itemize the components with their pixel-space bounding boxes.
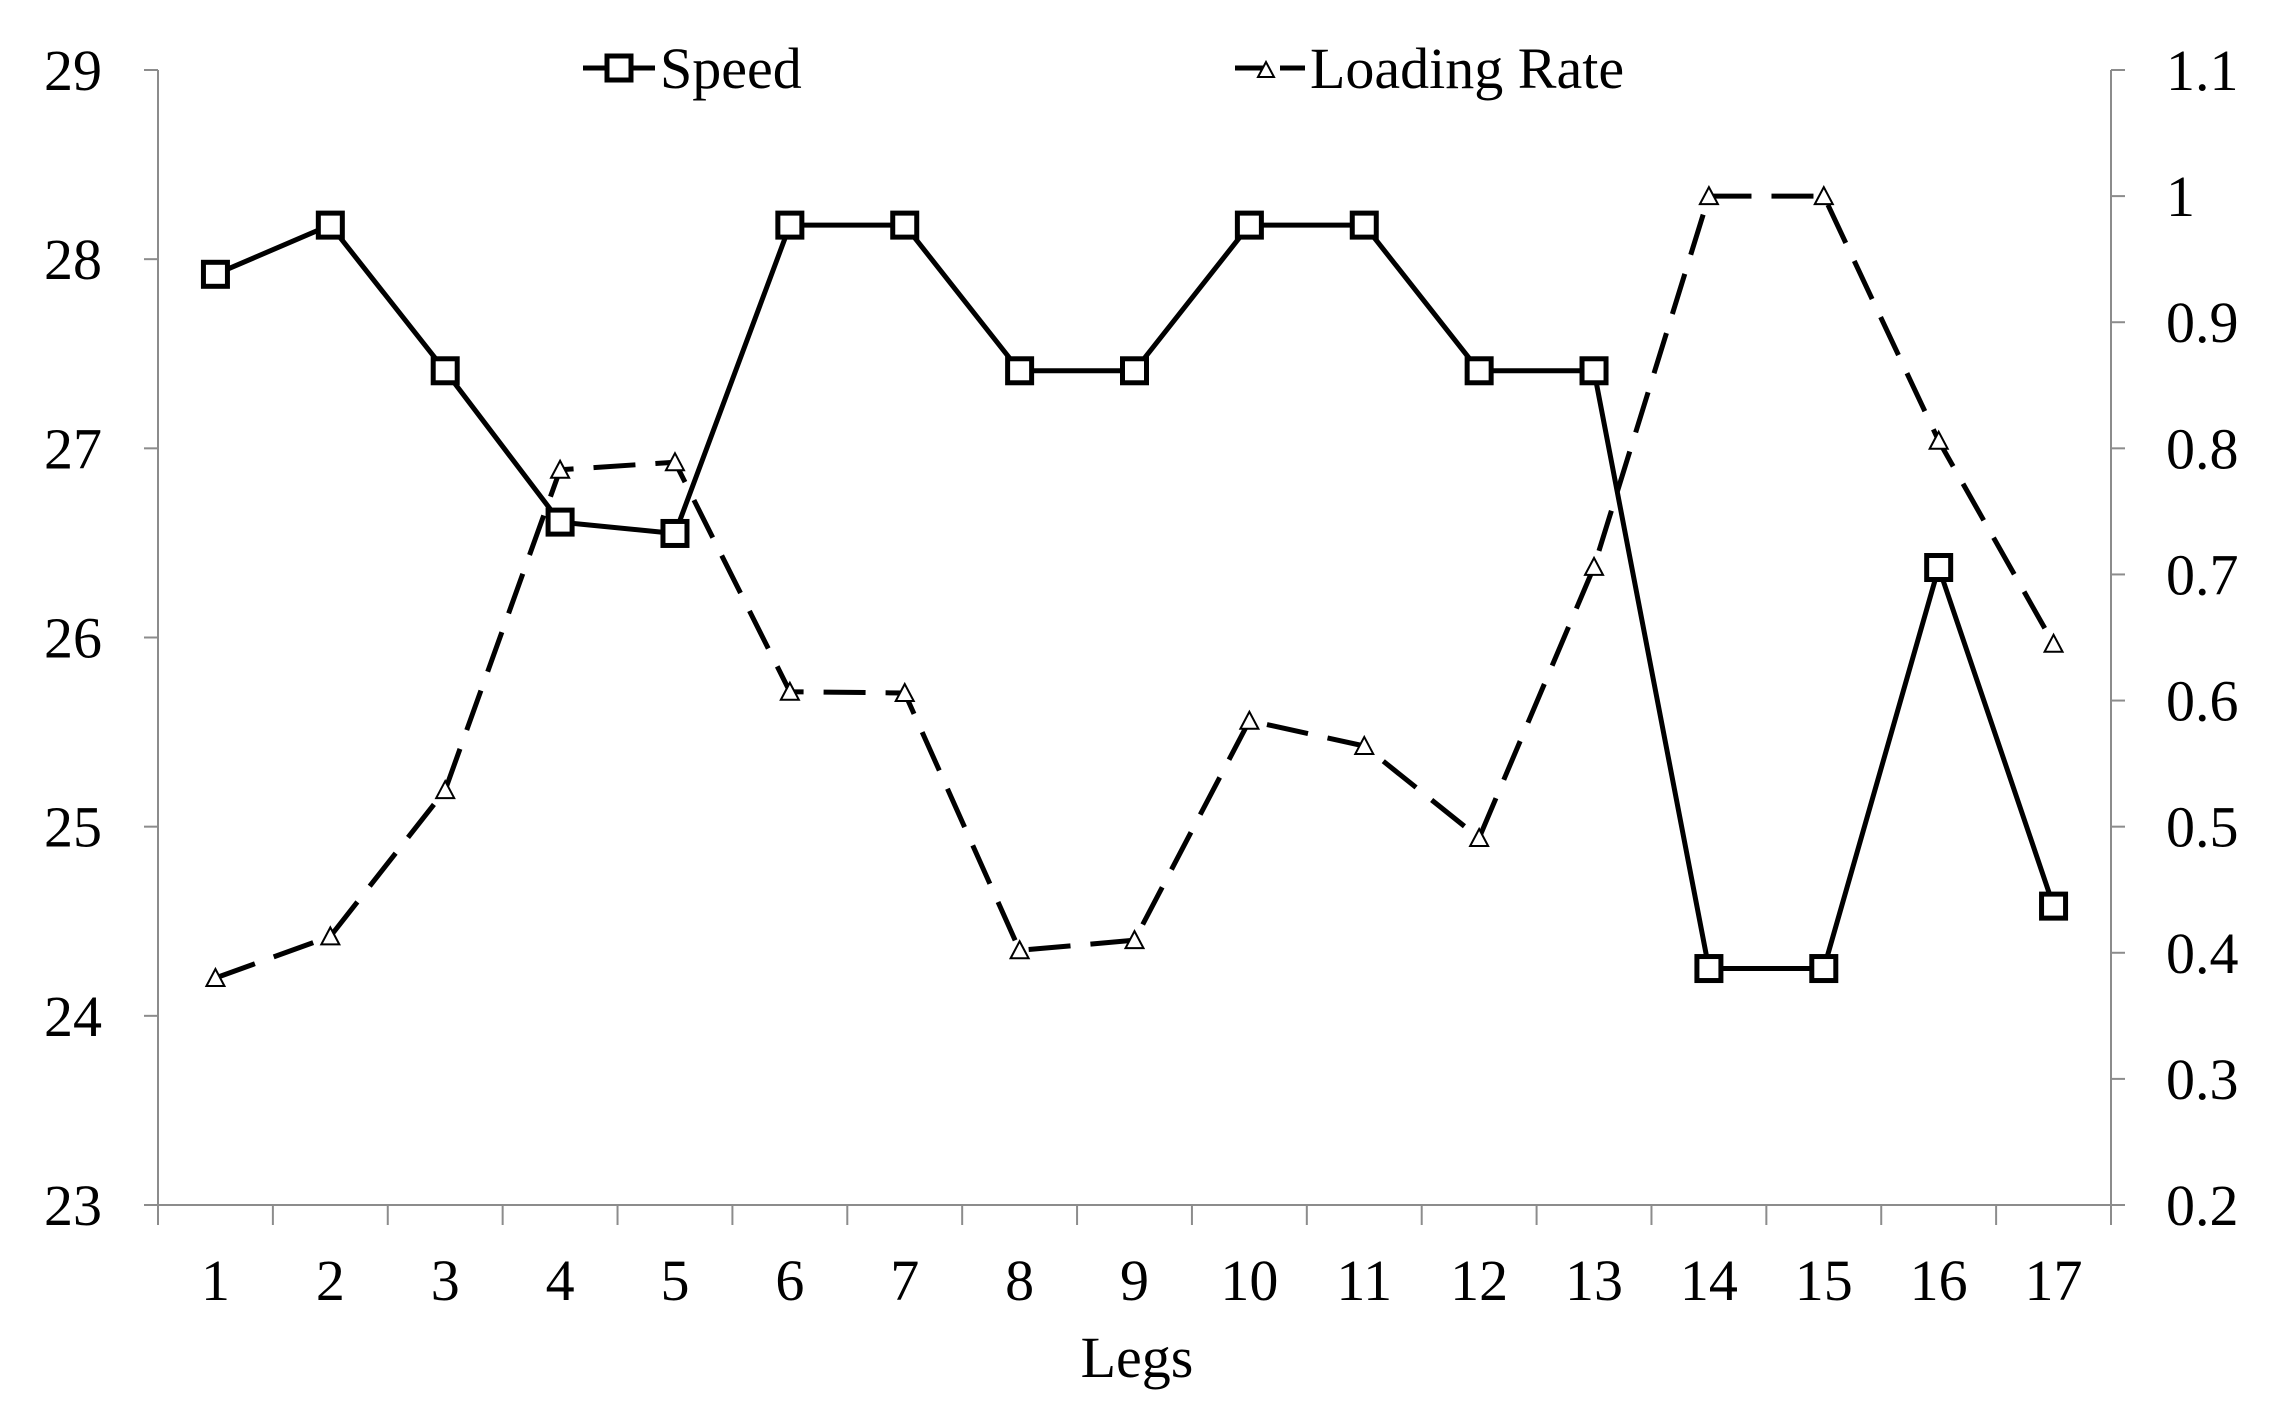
data-point-loading-rate — [2042, 632, 2065, 653]
data-point-speed — [1234, 210, 1264, 240]
legend: Speed Loading Rate — [583, 36, 1624, 101]
data-point-loading-rate — [1928, 429, 1950, 450]
data-point-loading-rate — [1583, 555, 1605, 576]
left-axis-tick-label: 25 — [44, 795, 102, 860]
data-point-speed — [1120, 356, 1149, 386]
x-axis-tick-label: 3 — [431, 1248, 460, 1313]
ticks: 232425262728290.20.30.40.50.60.70.80.911… — [44, 38, 2239, 1313]
x-axis-tick-label: 4 — [546, 1248, 575, 1313]
left-axis-tick-label: 26 — [44, 606, 102, 671]
x-axis-tick-label: 14 — [1680, 1248, 1738, 1313]
data-point-speed — [1694, 954, 1724, 984]
x-axis-tick-label: 7 — [890, 1248, 919, 1313]
data-point-speed — [430, 356, 460, 386]
legend-item-loading-rate: Loading Rate — [1235, 36, 1624, 101]
data-point-loading-rate — [1353, 734, 1375, 755]
data-point-speed — [545, 507, 575, 537]
data-point-speed — [1349, 210, 1379, 240]
right-axis-tick-label: 0.5 — [2166, 795, 2239, 860]
data-point-loading-rate — [204, 966, 227, 987]
legend-label-speed: Speed — [660, 36, 802, 101]
series-markers — [200, 184, 2069, 987]
data-point-speed — [890, 210, 920, 240]
x-axis-tick-label: 12 — [1450, 1248, 1508, 1313]
right-axis-tick-label: 0.6 — [2166, 669, 2239, 734]
series-lines — [214, 193, 2056, 981]
right-axis-tick-label: 0.4 — [2166, 921, 2239, 986]
data-point-loading-rate — [434, 778, 456, 800]
data-point-speed — [1005, 356, 1035, 386]
data-point-speed — [1924, 553, 1954, 583]
data-point-loading-rate — [1698, 184, 1720, 206]
data-point-loading-rate — [1468, 826, 1490, 848]
left-axis-tick-label: 27 — [44, 416, 102, 481]
data-point-loading-rate — [1008, 939, 1031, 960]
left-axis-tick-label: 23 — [44, 1173, 102, 1238]
data-point-loading-rate — [1813, 184, 1835, 206]
series-line-speed — [214, 222, 2056, 971]
legend-marker-speed — [604, 53, 634, 83]
data-point-loading-rate — [319, 925, 341, 946]
left-axis-tick-label: 29 — [44, 38, 102, 103]
data-point-speed — [1579, 356, 1609, 386]
right-axis-tick-label: 1 — [2166, 164, 2195, 229]
data-point-loading-rate — [664, 451, 686, 472]
x-axis-tick-label: 5 — [660, 1248, 689, 1313]
legend-label-loading-rate: Loading Rate — [1310, 36, 1624, 101]
x-axis-tick-label: 2 — [316, 1248, 345, 1313]
x-axis-title: Legs — [1081, 1325, 1194, 1390]
left-axis-tick-label: 24 — [44, 984, 102, 1049]
x-axis-tick-label: 8 — [1005, 1248, 1034, 1313]
right-axis-tick-label: 0.7 — [2166, 542, 2239, 607]
x-axis-tick-label: 17 — [2025, 1248, 2083, 1313]
x-axis-tick-label: 13 — [1565, 1248, 1623, 1313]
legend-marker-loading-rate — [1256, 59, 1276, 78]
data-point-loading-rate — [779, 680, 801, 701]
series-line-loading-rate — [214, 193, 2056, 981]
data-point-speed — [1464, 356, 1494, 386]
right-axis-tick-label: 0.9 — [2166, 290, 2239, 355]
right-axis-tick-label: 1.1 — [2166, 38, 2239, 103]
right-axis-tick-label: 0.8 — [2166, 416, 2239, 481]
x-axis-tick-label: 16 — [1910, 1248, 1968, 1313]
x-axis-tick-label: 9 — [1120, 1248, 1149, 1313]
x-axis-tick-label: 15 — [1795, 1248, 1853, 1313]
data-point-loading-rate — [549, 458, 571, 479]
x-axis-tick-label: 10 — [1220, 1248, 1278, 1313]
data-point-speed — [200, 259, 230, 289]
data-point-loading-rate — [1123, 929, 1146, 950]
right-axis-tick-label: 0.2 — [2166, 1173, 2239, 1238]
data-point-speed — [2039, 891, 2069, 921]
data-point-loading-rate — [1238, 709, 1261, 730]
data-point-speed — [1809, 954, 1839, 984]
x-axis-tick-label: 11 — [1336, 1248, 1392, 1313]
legend-item-speed: Speed — [583, 36, 802, 101]
data-point-speed — [775, 210, 805, 240]
x-axis-tick-label: 6 — [775, 1248, 804, 1313]
left-axis-tick-label: 28 — [44, 227, 102, 292]
right-axis-tick-label: 0.3 — [2166, 1047, 2239, 1112]
data-point-speed — [660, 518, 690, 548]
axes — [157, 70, 2112, 1206]
data-point-loading-rate — [894, 681, 916, 702]
x-axis-tick-label: 1 — [201, 1248, 230, 1313]
data-point-speed — [315, 210, 345, 240]
